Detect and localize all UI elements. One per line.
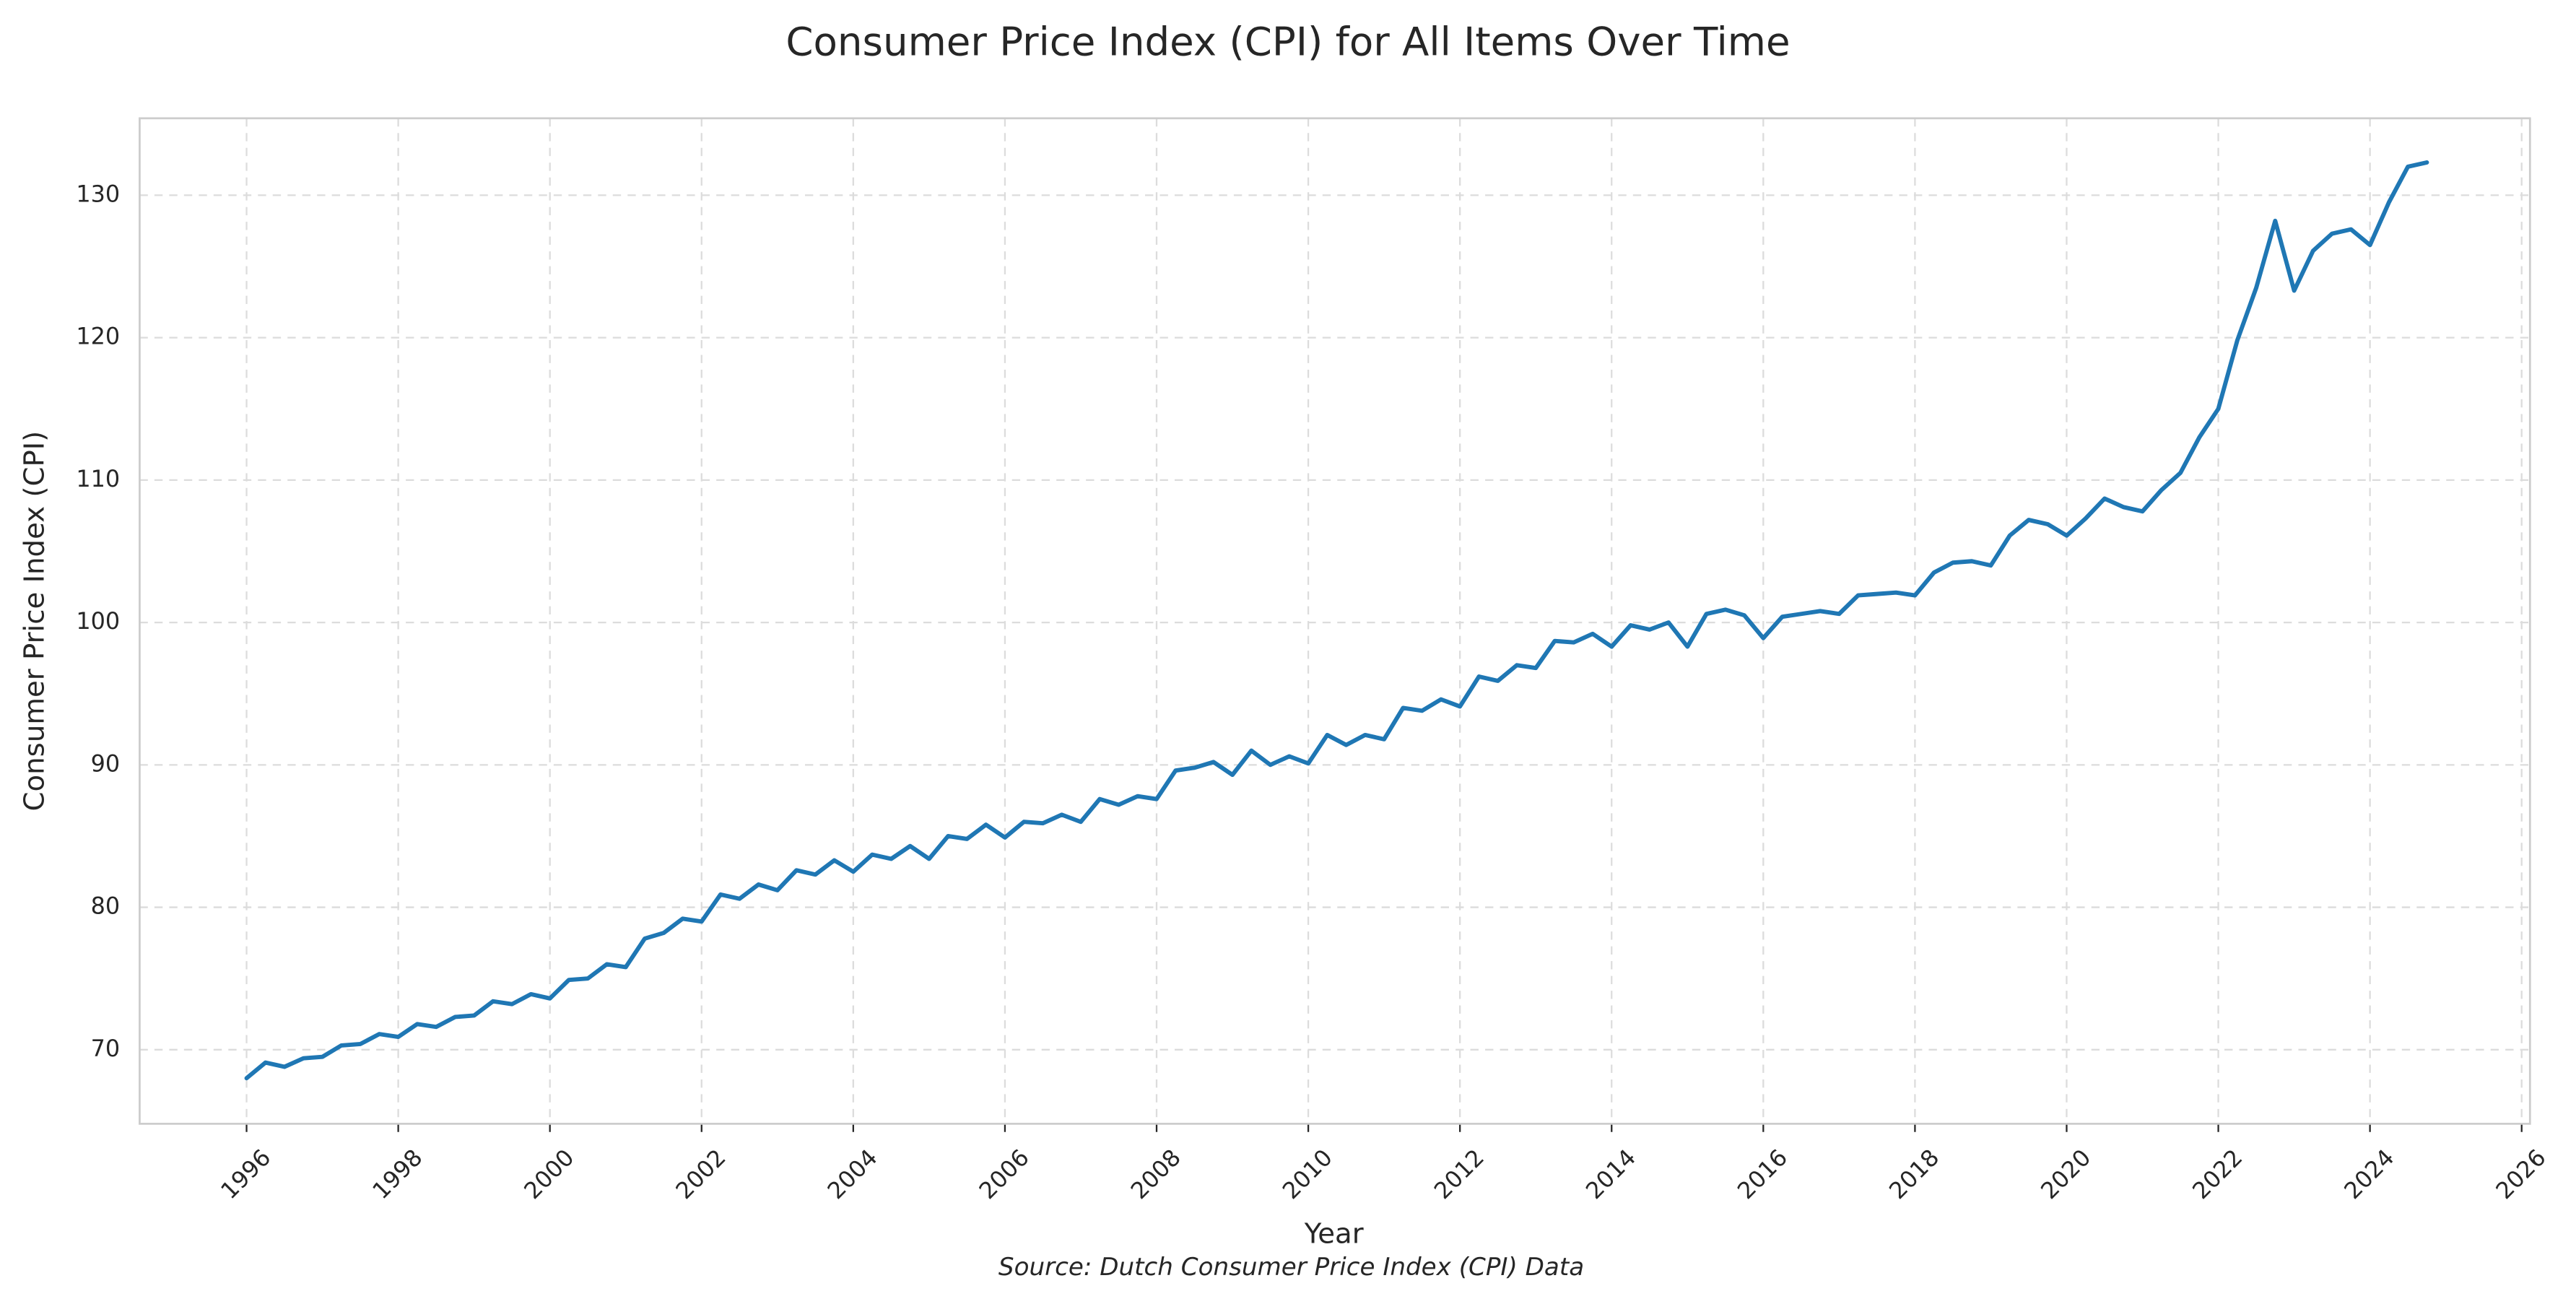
y-axis-label: Consumer Price Index (CPI) — [19, 431, 51, 812]
y-tick-label: 70 — [91, 1035, 121, 1062]
y-tick-label: 100 — [76, 607, 120, 635]
plot-area — [244, 160, 2429, 1081]
y-tick-label: 90 — [91, 749, 121, 777]
chart-title: Consumer Price Index (CPI) for All Items… — [786, 19, 1790, 65]
y-tick-label: 80 — [91, 892, 121, 920]
cpi-line — [244, 160, 2429, 1081]
axes-frame — [139, 117, 2531, 1125]
x-axis-label: Year — [1304, 1218, 1364, 1251]
y-tick-label: 110 — [76, 465, 120, 492]
y-tick-label: 130 — [76, 180, 120, 207]
y-tick-label: 120 — [76, 323, 120, 350]
source-note: Source: Dutch Consumer Price Index (CPI)… — [998, 1253, 1584, 1282]
